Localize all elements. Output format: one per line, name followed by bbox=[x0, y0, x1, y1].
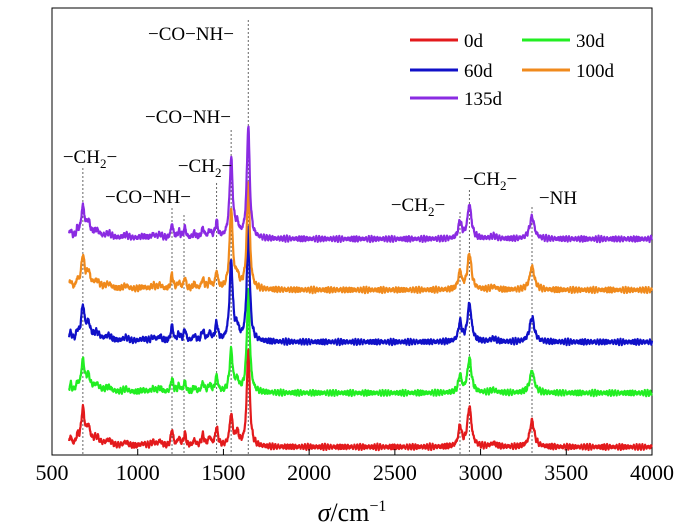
x-axis-exponent: −1 bbox=[369, 498, 386, 515]
peak-annotation: −CH2− bbox=[63, 147, 117, 171]
peak-annotation: −CH2− bbox=[178, 156, 232, 180]
x-tick-label: 1000 bbox=[116, 460, 160, 485]
x-axis-unit: /cm bbox=[330, 498, 369, 527]
x-tick-label: 3500 bbox=[544, 460, 588, 485]
legend-label-0d: 0d bbox=[464, 31, 484, 52]
peak-annotation: −CO−NH− bbox=[148, 24, 234, 45]
series-line-30d bbox=[68, 287, 653, 398]
peak-annotations: −CH2− −CO−NH− −CH2− −CO−NH− −CO−NH− −CH2− −CH2… bbox=[63, 24, 578, 219]
x-axis: 500 1000 1500 2000 2500 3000 3500 4000 bbox=[36, 449, 674, 485]
x-tick-label: 4000 bbox=[630, 460, 674, 485]
peak-annotation: −NH bbox=[539, 188, 577, 209]
plot-frame bbox=[51, 7, 653, 456]
legend-label-30d: 30d bbox=[576, 31, 605, 52]
x-axis-symbol: σ bbox=[318, 498, 332, 527]
peak-annotation: −CO−NH− bbox=[145, 107, 231, 128]
series-line-100d bbox=[68, 181, 654, 295]
series-line-135d bbox=[68, 125, 654, 244]
peak-annotation: −CO−NH− bbox=[105, 187, 191, 208]
x-tick-label: 500 bbox=[36, 460, 69, 485]
legend-label-60d: 60d bbox=[464, 61, 493, 82]
series-line-60d bbox=[68, 225, 654, 347]
x-tick-label: 3000 bbox=[459, 460, 503, 485]
peak-annotation: −CH2− bbox=[391, 195, 445, 219]
series-line-0d bbox=[68, 348, 653, 452]
x-tick-label: 2000 bbox=[287, 460, 331, 485]
x-tick-label: 1500 bbox=[201, 460, 245, 485]
x-axis-label: σ/cm−1 bbox=[318, 498, 387, 527]
legend-label-135d: 135d bbox=[464, 89, 503, 110]
legend-label-100d: 100d bbox=[576, 61, 615, 82]
peak-annotation: −CH2− bbox=[463, 169, 517, 193]
legend: 0d 30d 60d 100d 135d bbox=[410, 31, 615, 110]
series-layer bbox=[68, 125, 654, 452]
x-tick-label: 2500 bbox=[373, 460, 417, 485]
